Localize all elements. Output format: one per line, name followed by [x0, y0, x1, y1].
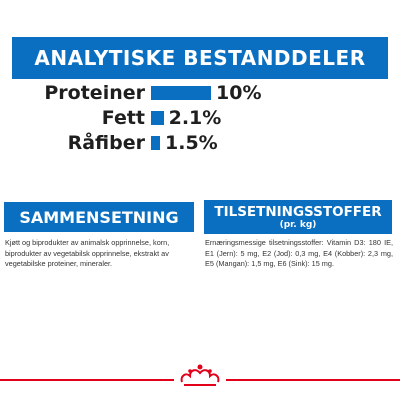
analysis-heading: ANALYTISKE BESTANDDELER	[12, 37, 388, 79]
footer-line-right	[226, 379, 400, 381]
nutrient-label: Råfiber	[67, 132, 145, 154]
nutrient-bar	[151, 86, 211, 100]
nutrient-bar	[151, 111, 164, 125]
composition-heading: SAMMENSETNING	[4, 202, 194, 232]
additives-heading: TILSETNINGSSTOFFER (pr. kg)	[204, 200, 392, 234]
nutrient-value: 1.5%	[165, 132, 218, 154]
additives-subtitle: (pr. kg)	[279, 220, 317, 230]
footer-line-left	[0, 379, 174, 381]
nutrient-row-fat: Fett 2.1%	[0, 105, 400, 131]
nutrient-row-protein: Proteiner 10%	[0, 80, 400, 106]
additives-text: Ernæringsmessige tilsetningsstoffer: Vit…	[205, 238, 393, 269]
nutrient-row-fiber: Råfiber 1.5%	[0, 130, 400, 156]
nutrient-label: Fett	[101, 107, 145, 129]
composition-text: Kjøtt og biprodukter av animalsk opprinn…	[5, 238, 170, 269]
nutrient-bar	[151, 136, 160, 150]
nutrient-label: Proteiner	[44, 82, 145, 104]
royal-canin-crown-icon	[180, 364, 220, 386]
nutrient-value: 2.1%	[168, 107, 222, 129]
nutrient-value: 10%	[216, 82, 262, 104]
additives-title: TILSETNINGSSTOFFER	[214, 204, 382, 220]
